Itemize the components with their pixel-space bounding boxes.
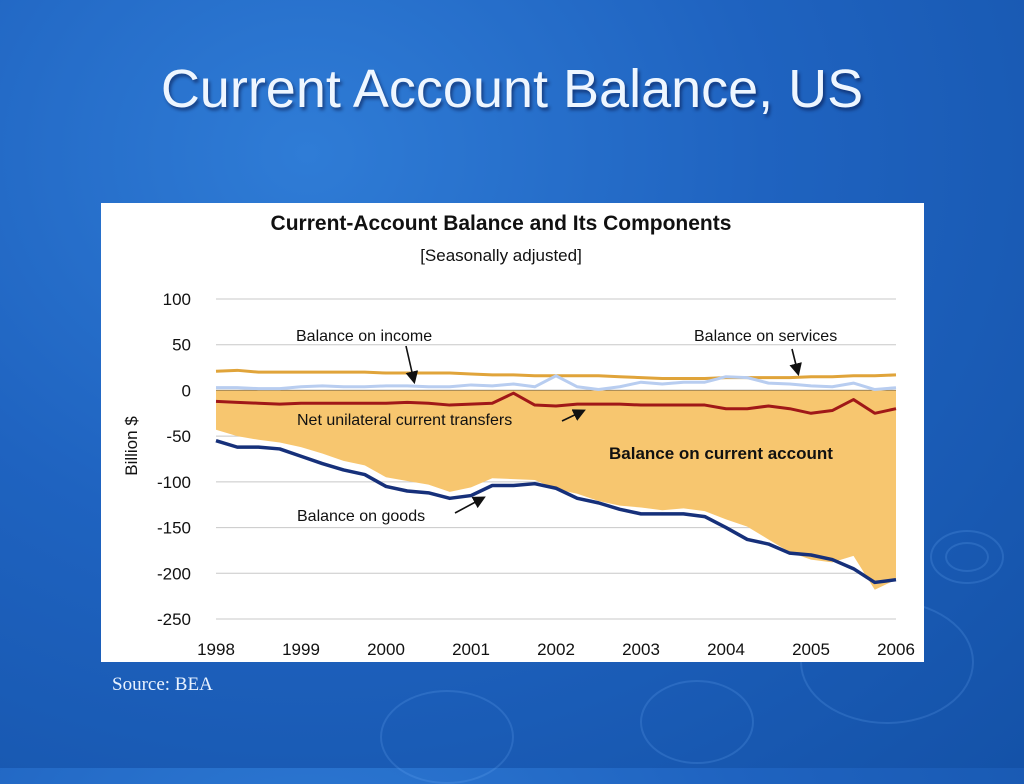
y-tick-label: 0	[182, 381, 191, 400]
y-tick-label: -250	[157, 610, 191, 629]
annotation-balance-on-income: Balance on income	[296, 328, 432, 345]
chart-title: Current-Account Balance and Its Componen…	[271, 212, 732, 235]
ripple-decoration-4	[380, 690, 514, 784]
x-tick-label: 1999	[282, 640, 320, 659]
chart: Current-Account Balance and Its Componen…	[122, 212, 915, 659]
series-line-balance-on-income	[216, 374, 897, 392]
y-tick-label: -50	[166, 427, 191, 446]
x-tick-label: 2001	[452, 640, 490, 659]
y-tick-label: -200	[157, 564, 191, 583]
annotation-balance-on-goods: Balance on goods	[297, 508, 425, 525]
ripple-decoration-1	[930, 530, 1004, 584]
y-tick-label: -150	[157, 519, 191, 538]
series-line-balance-on-goods	[215, 439, 897, 585]
x-tick-label: 2002	[537, 640, 575, 659]
y-axis-label: Billion $	[122, 416, 141, 476]
chart-panel: Current-Account Balance and Its Componen…	[101, 203, 924, 662]
series-lines	[215, 368, 897, 585]
x-tick-label: 1998	[197, 640, 235, 659]
series-line-net-unilateral-current-transfers	[215, 391, 897, 415]
ripple-decoration-2	[945, 542, 989, 572]
annotation-net-unilateral-transfers: Net unilateral current transfers	[297, 412, 512, 429]
annotation-balance-on-services: Balance on services	[694, 328, 837, 345]
x-tick-label: 2000	[367, 640, 405, 659]
x-tick-label: 2003	[622, 640, 660, 659]
x-tick-labels: 1998 1999 2000 2001 2002 2003 2004 2005 2006	[197, 640, 915, 659]
arrow-balance-on-goods	[454, 496, 486, 514]
x-tick-label: 2004	[707, 640, 745, 659]
arrow-balance-on-income	[405, 345, 419, 385]
x-tick-label: 2006	[877, 640, 915, 659]
arrow-net-unilateral-transfers	[561, 409, 586, 422]
chart-subtitle: [Seasonally adjusted]	[420, 246, 582, 265]
slide-title: Current Account Balance, US	[160, 59, 864, 119]
current-account-area	[216, 390, 896, 590]
ripple-decoration-5	[640, 680, 754, 764]
y-tick-label: -100	[157, 473, 191, 492]
source-note: Source: BEA	[112, 674, 213, 695]
annotation-balance-on-current-account: Balance on current account	[609, 444, 833, 463]
y-tick-label: 100	[163, 290, 191, 309]
x-tick-label: 2005	[792, 640, 830, 659]
y-tick-label: 50	[172, 336, 191, 355]
y-tick-labels: 100 50 0 -50 -100 -150 -200 -250	[157, 290, 191, 629]
arrow-balance-on-services	[789, 348, 802, 377]
